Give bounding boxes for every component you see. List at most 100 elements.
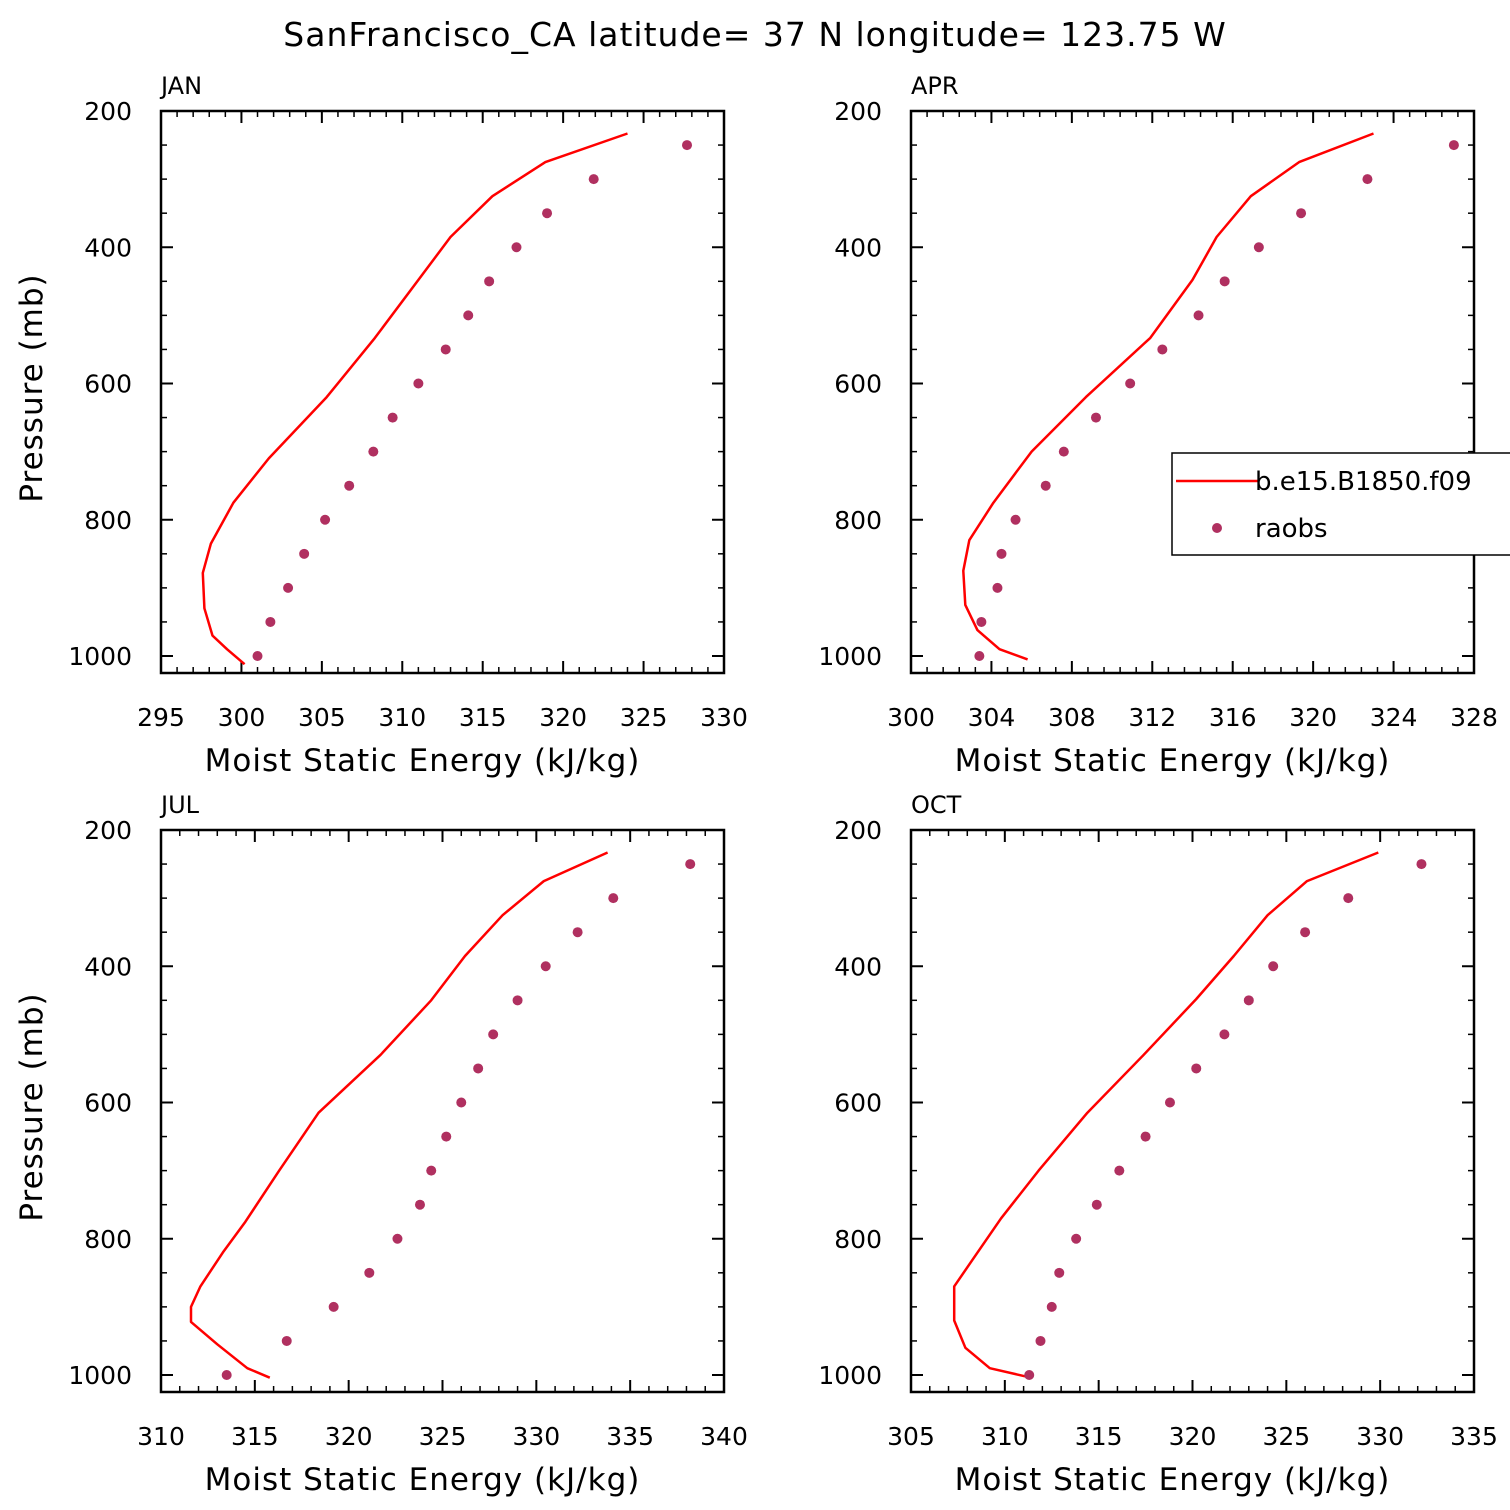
x-tick-label: 325 [1262, 1422, 1310, 1451]
x-tick-label: 316 [1209, 703, 1257, 732]
x-tick-label: 330 [700, 703, 748, 732]
panel-label: JAN [159, 72, 202, 100]
raobs-point [685, 859, 696, 870]
x-tick-label: 320 [1169, 1422, 1217, 1451]
raobs-point [511, 242, 522, 253]
y-tick-label: 200 [834, 816, 882, 845]
panel-label: APR [911, 72, 959, 100]
y-tick-label: 800 [834, 506, 882, 535]
raobs-point [1140, 1131, 1151, 1142]
x-tick-label: 330 [1356, 1422, 1404, 1451]
figure-title: SanFrancisco_CA latitude= 37 N longitude… [283, 15, 1226, 54]
model-line [189, 851, 609, 1379]
raobs-point [976, 616, 987, 627]
raobs-point [441, 1131, 452, 1142]
x-tick-label: 295 [137, 703, 185, 732]
y-tick-label: 1000 [68, 1361, 132, 1390]
y-tick-label: 600 [84, 370, 132, 399]
raobs-point [426, 1165, 437, 1176]
x-tick-label: 330 [512, 1422, 560, 1451]
raobs-point [1253, 242, 1264, 253]
x-tick-label: 300 [887, 703, 935, 732]
plot-frame [159, 109, 726, 675]
y-tick-label: 200 [84, 816, 132, 845]
panels: JAN 295 300 305 310 315 320 325 330 200 400 600 800 1… [14, 72, 1498, 1498]
raobs-point [1448, 140, 1459, 151]
raobs-point [328, 1301, 339, 1312]
raobs-point [572, 927, 583, 938]
raobs-point [1091, 1199, 1102, 1210]
raobs-point [344, 480, 355, 491]
raobs-point [463, 310, 474, 321]
raobs-point [440, 344, 451, 355]
x-tick-label: 335 [1450, 1422, 1498, 1451]
x-tick-label: 308 [1048, 703, 1096, 732]
raobs-point [1219, 1029, 1230, 1040]
x-tick-label: 300 [218, 703, 266, 732]
y-tick-label: 800 [84, 1225, 132, 1254]
panel-label: OCT [911, 791, 962, 819]
raobs-point [1243, 995, 1254, 1006]
legend-marker-swatch [1212, 523, 1222, 533]
x-tick-label: 315 [231, 1422, 279, 1451]
panel-label: JUL [159, 791, 200, 819]
raobs-point [588, 174, 599, 185]
y-tick-label: 600 [834, 1089, 882, 1118]
raobs-point [608, 893, 619, 904]
raobs-point [413, 378, 424, 389]
y-tick-label: 600 [84, 1089, 132, 1118]
panel-jan: JAN 295 300 305 310 315 320 325 330 200 400 600 800 1… [14, 72, 748, 779]
y-tick-label: 800 [834, 1225, 882, 1254]
raobs-point [473, 1063, 484, 1074]
raobs-point [1114, 1165, 1125, 1176]
raobs-point [281, 1335, 292, 1346]
y-tick-label: 1000 [818, 1361, 882, 1390]
raobs-point [1343, 893, 1354, 904]
plot-frame [909, 828, 1476, 1394]
raobs-point [252, 651, 263, 661]
x-tick-label: 305 [298, 703, 346, 732]
y-tick-label: 400 [834, 233, 882, 262]
raobs-point [542, 208, 553, 219]
raobs-point [1058, 446, 1069, 457]
raobs-point [1416, 859, 1427, 870]
x-tick-label: 320 [325, 1422, 373, 1451]
raobs-point [368, 446, 379, 457]
raobs-point [392, 1233, 403, 1244]
model-line [952, 851, 1379, 1379]
panel-oct: OCT 305 310 315 320 325 330 335 200 400 600 800 1000… [818, 791, 1497, 1498]
x-tick-label: 315 [1075, 1422, 1123, 1451]
raobs-point [512, 995, 523, 1006]
raobs-point [364, 1267, 375, 1278]
raobs-point [456, 1097, 467, 1108]
x-tick-label: 340 [700, 1422, 748, 1451]
x-tick-label: 310 [981, 1422, 1029, 1451]
y-tick-label: 1000 [818, 642, 882, 671]
raobs-point [1362, 174, 1373, 185]
raobs-point [1164, 1097, 1175, 1108]
y-tick-label: 600 [834, 370, 882, 399]
raobs-point [1035, 1335, 1046, 1346]
x-tick-label: 320 [1289, 703, 1337, 732]
raobs-point [484, 276, 495, 287]
raobs-point [320, 514, 331, 525]
raobs-point [221, 1370, 232, 1380]
raobs-point [414, 1199, 425, 1210]
x-axis-label: Moist Static Energy (kJ/kg) [955, 743, 1391, 779]
raobs-point [1268, 961, 1279, 972]
raobs-point [1300, 927, 1311, 938]
raobs-point [283, 582, 294, 593]
y-tick-label: 400 [84, 233, 132, 262]
raobs-point [1054, 1267, 1065, 1278]
y-axis-label: Pressure (mb) [14, 992, 50, 1221]
raobs-point [992, 582, 1003, 593]
model-line [962, 132, 1374, 661]
x-axis-label: Moist Static Energy (kJ/kg) [205, 1462, 641, 1498]
raobs-point [1296, 208, 1307, 219]
raobs-point [1071, 1233, 1082, 1244]
raobs-point [1219, 276, 1230, 287]
raobs-point [1046, 1301, 1057, 1312]
plot-frame [909, 109, 1476, 675]
raobs-point [299, 548, 310, 559]
y-tick-label: 400 [834, 952, 882, 981]
